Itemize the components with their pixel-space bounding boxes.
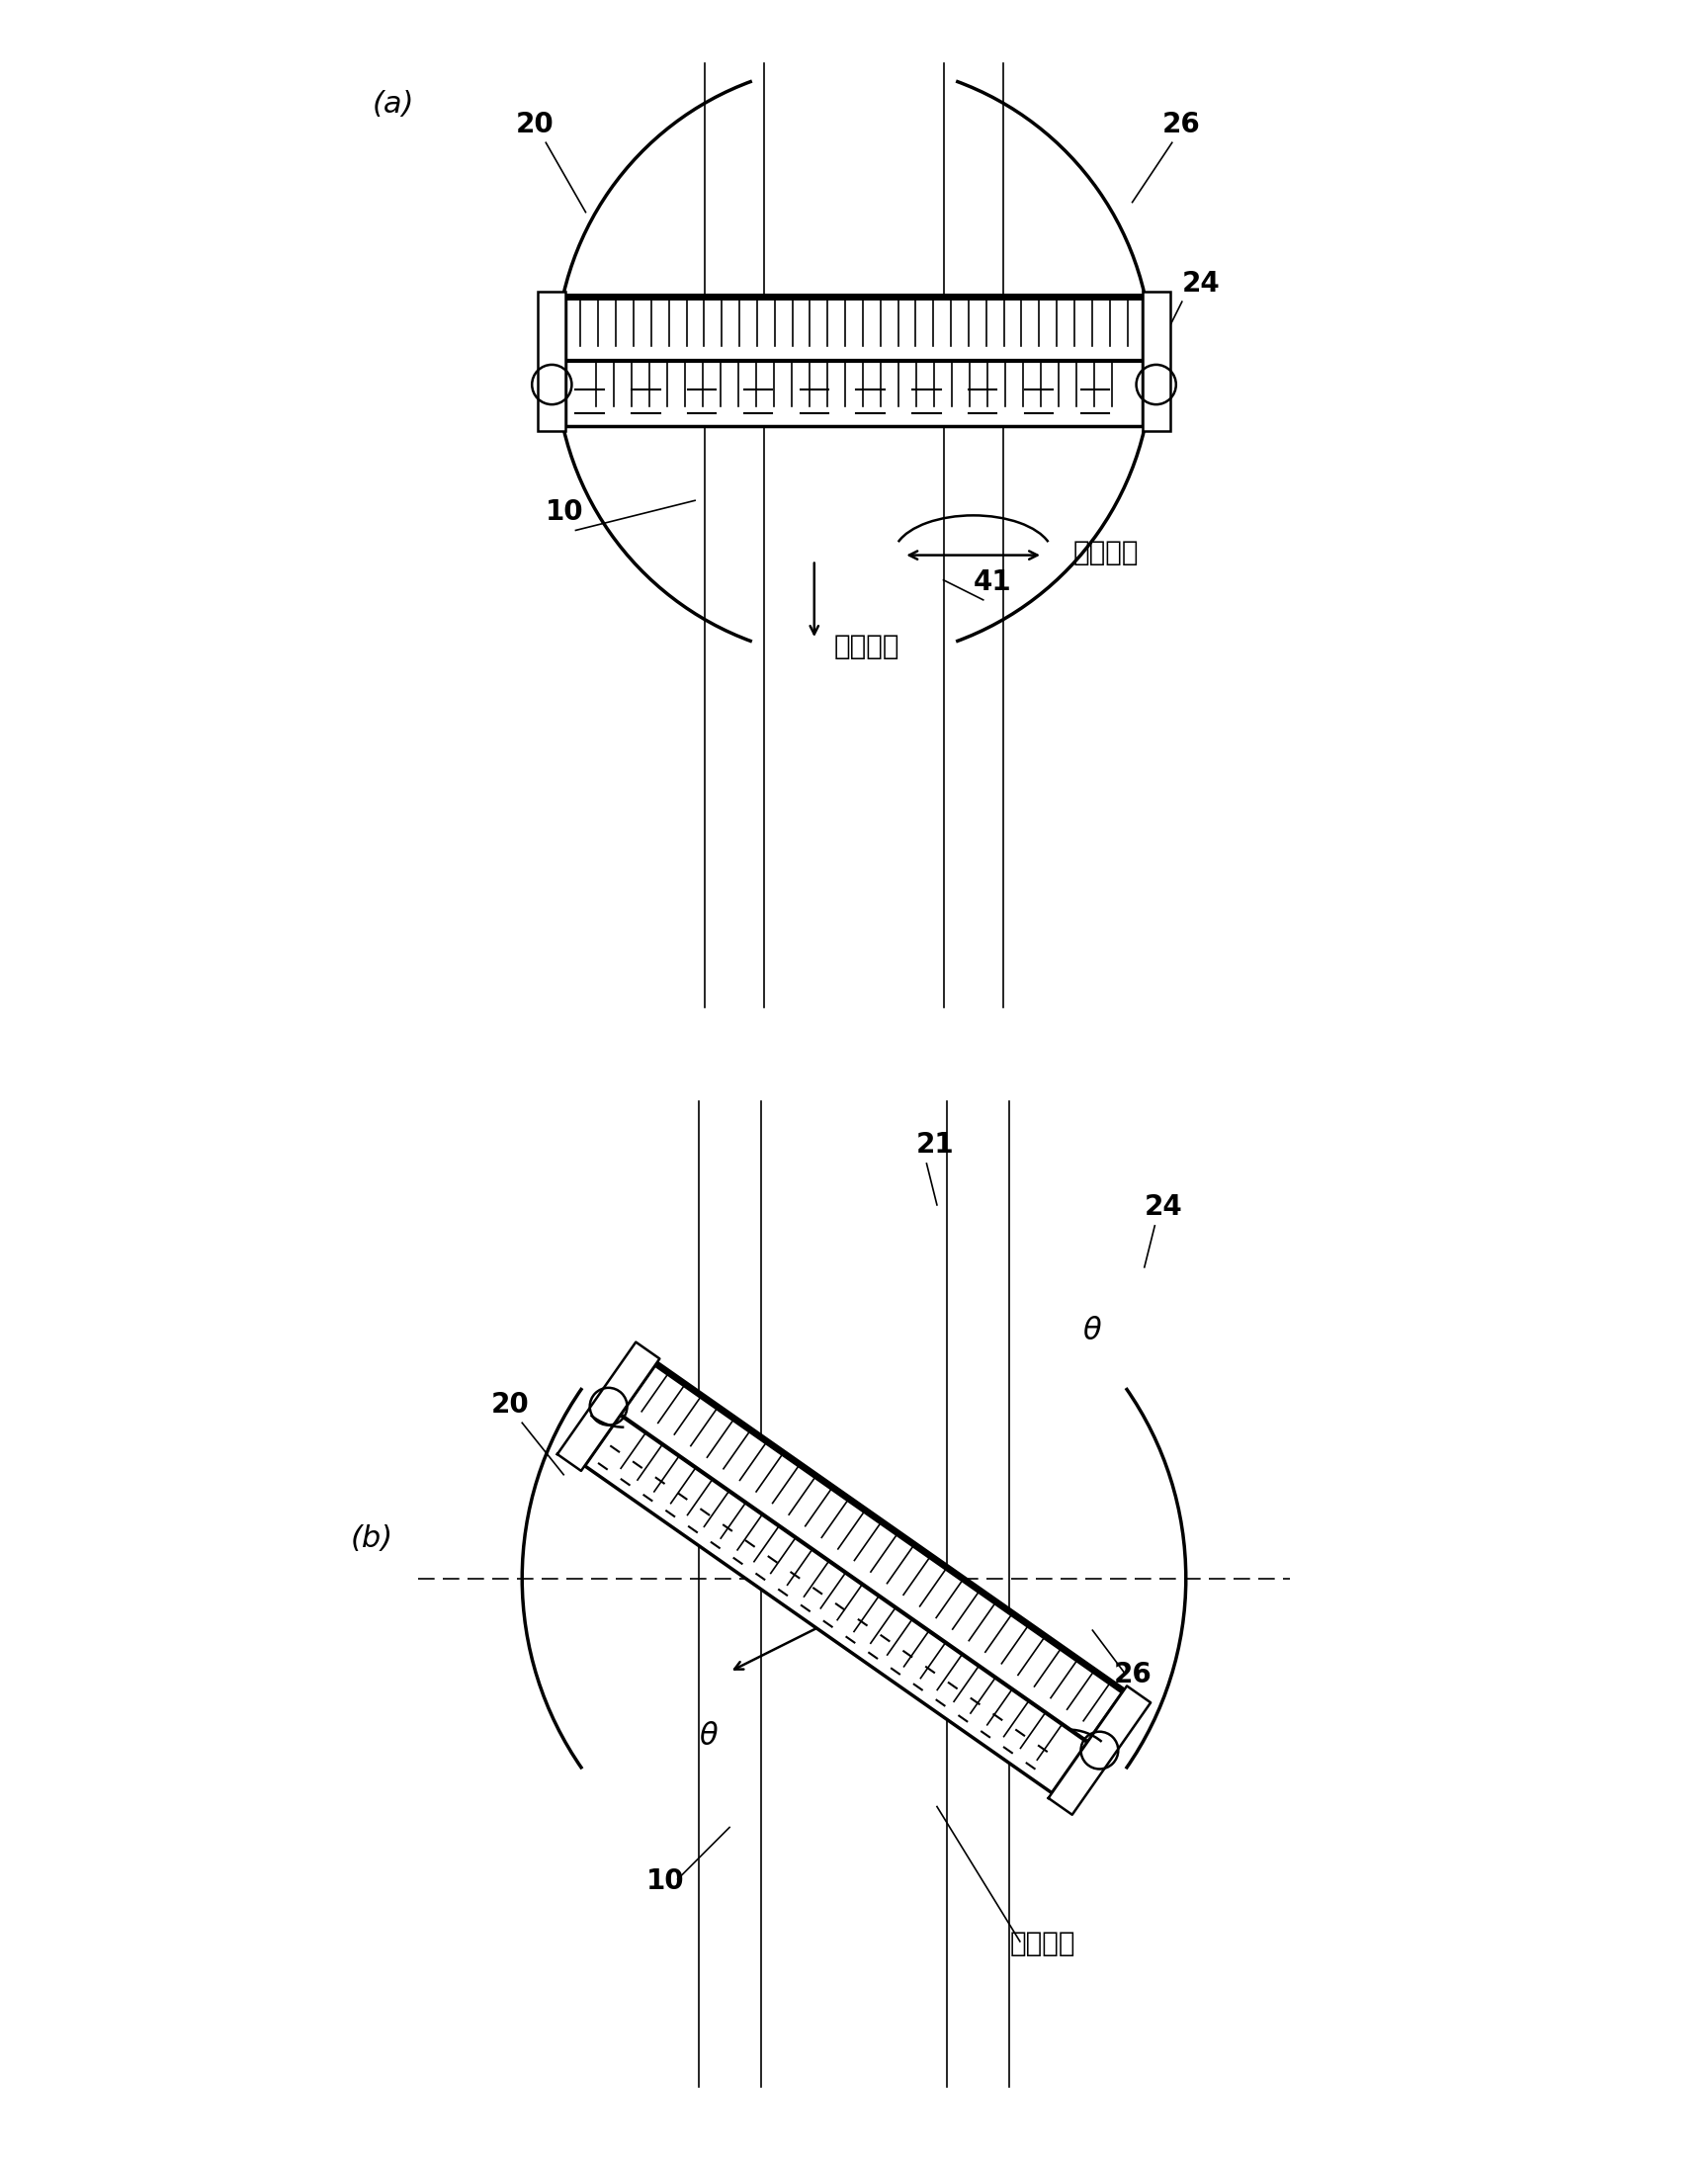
Text: $\theta$: $\theta$ — [699, 1722, 719, 1750]
Polygon shape — [584, 1364, 1124, 1794]
Polygon shape — [1049, 1686, 1151, 1815]
Polygon shape — [557, 1342, 659, 1472]
Bar — [565, 296, 1143, 426]
Text: 取向方向: 取向方向 — [1073, 538, 1139, 566]
Text: 10: 10 — [547, 499, 584, 527]
Bar — [538, 292, 565, 430]
Text: $\theta$: $\theta$ — [1083, 1316, 1102, 1346]
Text: 取向方向: 取向方向 — [1009, 1930, 1076, 1958]
Text: (b): (b) — [350, 1524, 393, 1554]
Text: 搜运方向: 搜运方向 — [834, 633, 900, 661]
Text: 41: 41 — [974, 568, 1011, 596]
Text: 21: 21 — [536, 300, 574, 328]
Text: 26: 26 — [1114, 1660, 1151, 1688]
Text: 24: 24 — [1182, 270, 1220, 298]
Text: 10: 10 — [647, 1867, 685, 1895]
Text: (a): (a) — [372, 91, 413, 119]
Bar — [1143, 292, 1170, 430]
Text: 20: 20 — [490, 1392, 529, 1418]
Text: 21: 21 — [915, 1132, 955, 1158]
Text: 26: 26 — [1161, 110, 1201, 138]
Text: 24: 24 — [1144, 1193, 1182, 1221]
Text: 20: 20 — [516, 110, 555, 138]
